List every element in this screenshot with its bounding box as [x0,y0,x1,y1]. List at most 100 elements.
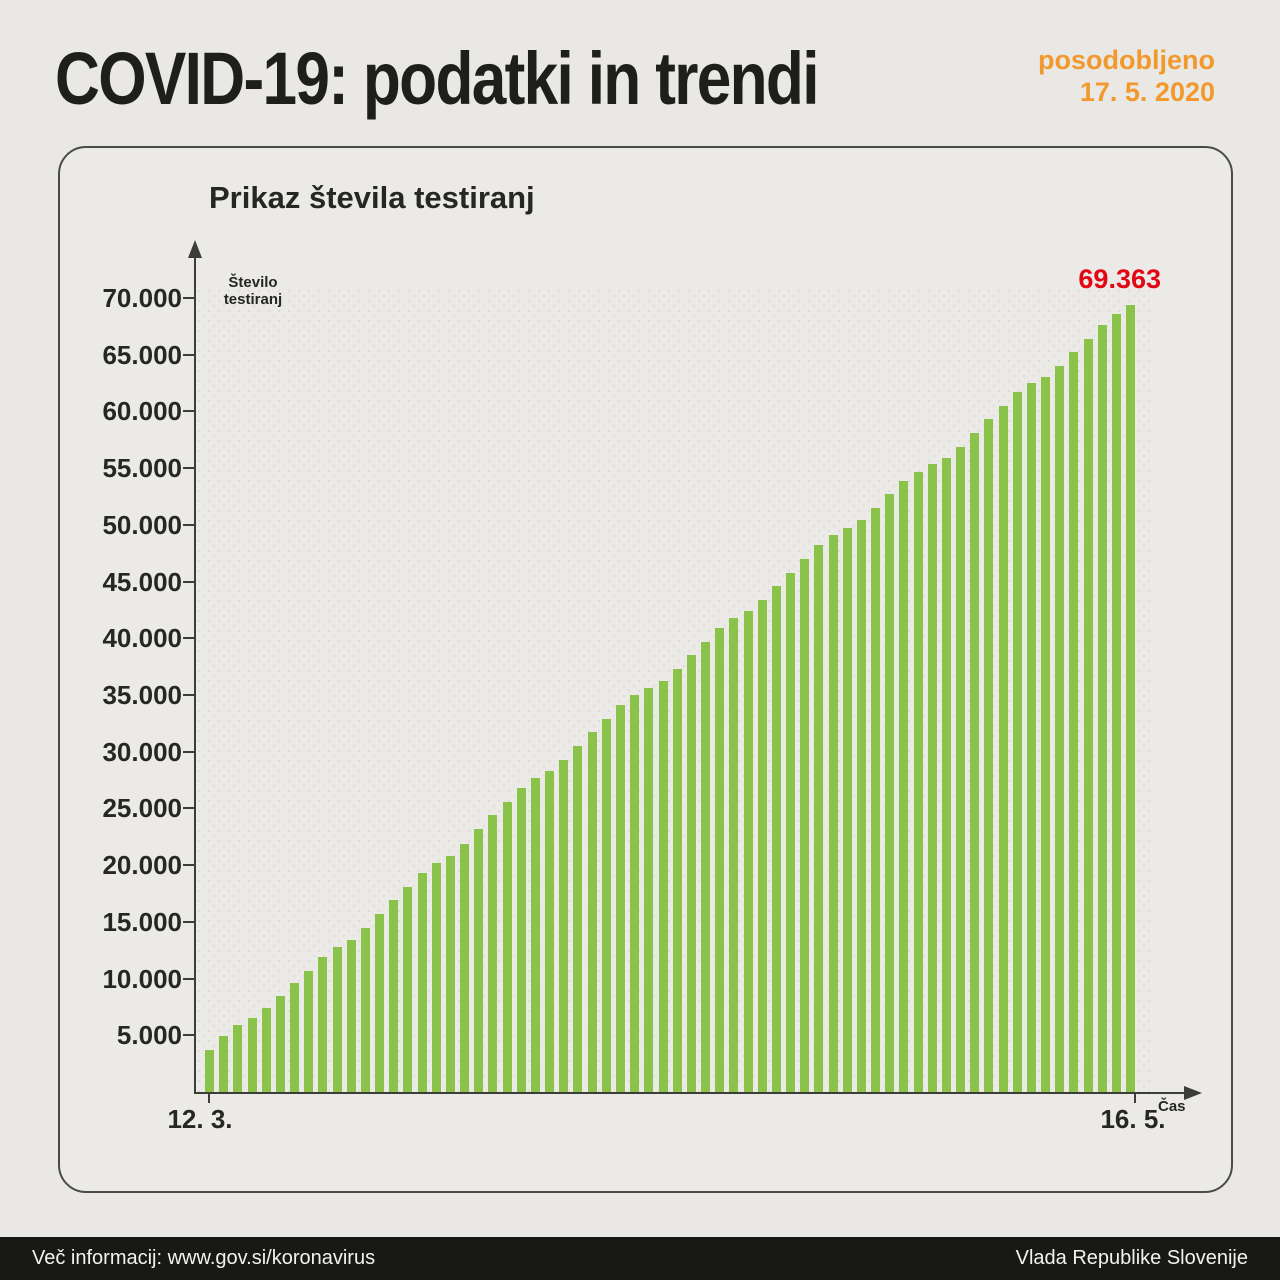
bar [516,788,526,1092]
bar [474,828,484,1092]
bar [729,617,739,1092]
updated-date: 17. 5. 2020 [1079,77,1215,108]
bar [431,862,441,1092]
bar [346,940,356,1092]
bar [899,480,909,1092]
bar [842,528,852,1092]
bar [375,913,385,1092]
y-tick-label: 30.000 [102,736,182,767]
y-tick-label: 45.000 [102,566,182,597]
bar [205,1050,214,1092]
y-tick-mark [183,750,194,753]
y-tick-label: 35.000 [102,680,182,710]
bar [786,572,796,1092]
x-axis-arrow-icon [1184,1086,1202,1100]
bar [559,759,569,1092]
bar [871,507,881,1092]
y-axis-title: Število testiranj [223,274,283,309]
bar [941,457,951,1092]
bar [1026,383,1036,1092]
y-tick-label: 40.000 [102,623,182,654]
x-tick-label-start: 12. 3. [167,1104,233,1134]
bar [927,463,937,1092]
bar [856,520,866,1092]
bar [644,688,654,1092]
bar [275,995,285,1092]
y-tick-mark [183,467,194,470]
bar [332,946,342,1092]
bar [403,886,413,1092]
last-value-label: 69.363 [1078,264,1161,294]
y-tick-label: 50.000 [102,509,182,540]
y-tick-mark [183,523,194,526]
y-tick-mark [183,410,194,413]
updated-info: posodobljeno 17. 5. 2020 [1038,44,1215,109]
updated-label: posodobljeno [1038,45,1215,75]
bar [686,655,696,1092]
y-tick-mark [183,864,194,867]
bar [502,801,512,1092]
bar [488,815,498,1092]
footer-bar: Več informacij: www.gov.si/koronavirus V… [0,1237,1280,1280]
x-tick-label-end: 16. 5. [1100,1104,1166,1134]
bar [984,419,994,1092]
bar [290,983,300,1092]
bar [800,558,810,1092]
y-tick-mark [183,637,194,640]
footer-government: Vlada Republike Slovenije [1015,1247,1248,1269]
bar [998,405,1008,1092]
bar [1012,392,1022,1092]
y-tick-label: 70.000 [102,283,182,313]
y-tick-mark [183,807,194,810]
bar [601,718,611,1092]
bar [360,927,370,1092]
y-tick-label: 25.000 [102,793,182,824]
x-axis-title: Čas [1158,1098,1186,1115]
bar [757,599,767,1092]
y-tick-label: 65.000 [102,339,182,370]
bar [587,732,597,1092]
bar [1097,325,1107,1092]
bar [828,535,838,1092]
bar [1112,313,1121,1092]
y-tick-label: 20.000 [102,850,182,881]
page-title: COVID-19: podatki in trendi [55,37,819,120]
y-tick-label: 55.000 [102,453,182,484]
y-axis-line [194,256,196,1094]
bar [247,1018,257,1092]
bar [545,771,555,1092]
bar [970,433,980,1092]
x-tick-last [1134,1094,1136,1103]
footer-more-info: Več informacij: www.gov.si/koronavirus [32,1247,376,1269]
chart-title: Prikaz števila testiranj [209,180,535,215]
y-axis-arrow-icon [188,240,202,258]
bar [1126,305,1136,1092]
tests-bar-chart: Število testiranj Čas 70.000 65.000 60.000 5… [60,148,1231,1191]
bar [672,668,682,1092]
bar [885,494,895,1092]
bar [530,777,540,1092]
bar [318,957,328,1092]
bar [1083,338,1093,1092]
bar [219,1036,229,1092]
y-tick-label: 5.000 [116,1020,182,1051]
y-tick-label: 15.000 [102,906,182,937]
bar [814,545,824,1092]
bar [743,611,753,1092]
y-tick-mark [183,694,194,696]
y-tick-mark [183,977,194,980]
x-axis-line [194,1092,1186,1094]
bar [956,446,966,1092]
bar [771,586,781,1092]
y-tick-label: 60.000 [102,396,182,427]
x-tick-first [208,1094,210,1103]
bar [715,628,725,1092]
chart-panel: Prikaz števila testiranj Število testiran… [58,146,1233,1193]
bar [445,856,455,1092]
bar [913,471,923,1092]
bar [233,1025,243,1092]
bars [205,298,1136,1092]
y-tick-mark [183,353,194,356]
bar [615,705,625,1092]
bar [417,873,427,1092]
